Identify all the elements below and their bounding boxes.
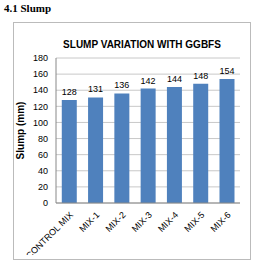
svg-text:80: 80 xyxy=(38,134,48,144)
svg-text:160: 160 xyxy=(33,69,48,79)
svg-text:142: 142 xyxy=(141,76,156,86)
svg-text:Slump (mm): Slump (mm) xyxy=(15,102,26,160)
svg-text:154: 154 xyxy=(219,66,234,76)
svg-text:40: 40 xyxy=(38,166,48,176)
svg-text:MIX-3: MIX-3 xyxy=(130,210,154,234)
svg-text:MIX-4: MIX-4 xyxy=(156,210,180,234)
svg-text:MIX-2: MIX-2 xyxy=(104,210,128,234)
svg-text:MIX-6: MIX-6 xyxy=(209,210,233,234)
svg-text:CONTROL MIX: CONTROL MIX xyxy=(24,210,75,255)
html-text:SLUMP VARIATION WITH GGBFS: SLUMP VARIATION WITH GGBFS xyxy=(63,39,221,50)
svg-text:180: 180 xyxy=(33,53,48,63)
svg-text:128: 128 xyxy=(62,87,77,97)
svg-text:120: 120 xyxy=(33,102,48,112)
svg-text:100: 100 xyxy=(33,118,48,128)
svg-text:MIX-5: MIX-5 xyxy=(182,210,206,234)
html-text:4.1 Slump: 4.1 Slump xyxy=(4,2,52,14)
svg-text:140: 140 xyxy=(33,85,48,95)
svg-text:144: 144 xyxy=(167,74,182,84)
svg-text:60: 60 xyxy=(38,150,48,160)
svg-text:20: 20 xyxy=(38,182,48,192)
svg-text:148: 148 xyxy=(193,71,208,81)
svg-text:MIX-1: MIX-1 xyxy=(77,210,101,234)
svg-text:0: 0 xyxy=(43,198,48,208)
svg-text:131: 131 xyxy=(88,84,103,94)
svg-text:136: 136 xyxy=(114,80,129,90)
